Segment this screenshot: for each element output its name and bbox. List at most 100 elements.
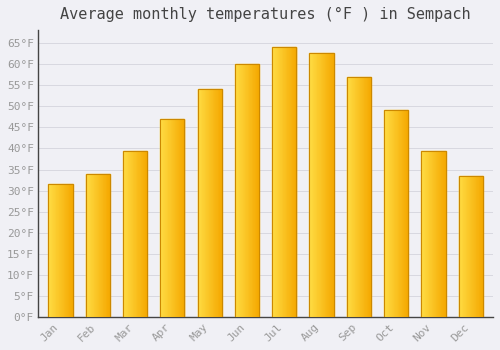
Bar [106,174,108,317]
Bar [71,184,72,317]
Bar [435,150,436,317]
Bar [274,47,276,317]
Bar [482,176,483,317]
Bar [292,47,293,317]
Bar [202,89,203,317]
Bar [239,64,240,317]
Bar [124,150,126,317]
Bar [237,64,238,317]
Bar [102,174,104,317]
Bar [235,64,259,317]
Bar [144,150,145,317]
Bar [468,176,469,317]
Bar [430,150,431,317]
Bar [64,184,66,317]
Bar [53,184,54,317]
Bar [444,150,446,317]
Bar [282,47,284,317]
Bar [136,150,138,317]
Bar [322,53,323,317]
Bar [479,176,480,317]
Bar [206,89,207,317]
Bar [105,174,106,317]
Bar [90,174,92,317]
Bar [173,119,174,317]
Bar [198,89,222,317]
Bar [164,119,165,317]
Bar [356,77,357,317]
Bar [434,150,435,317]
Bar [174,119,175,317]
Bar [60,184,62,317]
Bar [221,89,222,317]
Bar [293,47,294,317]
Bar [242,64,243,317]
Bar [363,77,364,317]
Bar [401,110,402,317]
Bar [247,64,248,317]
Bar [316,53,318,317]
Bar [319,53,320,317]
Bar [50,184,51,317]
Bar [66,184,67,317]
Bar [333,53,334,317]
Bar [55,184,56,317]
Bar [465,176,466,317]
Bar [310,53,334,317]
Bar [394,110,396,317]
Bar [132,150,134,317]
Bar [352,77,353,317]
Bar [180,119,181,317]
Bar [349,77,350,317]
Bar [481,176,482,317]
Bar [108,174,109,317]
Bar [370,77,371,317]
Bar [478,176,479,317]
Bar [405,110,406,317]
Bar [86,174,88,317]
Bar [397,110,398,317]
Bar [294,47,296,317]
Bar [48,184,49,317]
Bar [428,150,430,317]
Bar [93,174,94,317]
Bar [182,119,183,317]
Bar [170,119,172,317]
Bar [166,119,168,317]
Bar [323,53,324,317]
Bar [179,119,180,317]
Bar [362,77,363,317]
Bar [346,77,371,317]
Bar [63,184,64,317]
Bar [402,110,404,317]
Bar [314,53,315,317]
Bar [278,47,280,317]
Bar [207,89,208,317]
Bar [357,77,358,317]
Bar [214,89,216,317]
Bar [56,184,58,317]
Bar [140,150,141,317]
Bar [385,110,386,317]
Bar [142,150,143,317]
Bar [480,176,481,317]
Bar [68,184,70,317]
Bar [315,53,316,317]
Bar [367,77,368,317]
Bar [328,53,329,317]
Bar [204,89,205,317]
Bar [464,176,465,317]
Bar [243,64,244,317]
Bar [240,64,242,317]
Bar [476,176,477,317]
Bar [135,150,136,317]
Bar [423,150,424,317]
Bar [398,110,400,317]
Bar [162,119,164,317]
Bar [280,47,281,317]
Bar [474,176,476,317]
Bar [276,47,277,317]
Bar [289,47,290,317]
Bar [458,176,460,317]
Bar [203,89,204,317]
